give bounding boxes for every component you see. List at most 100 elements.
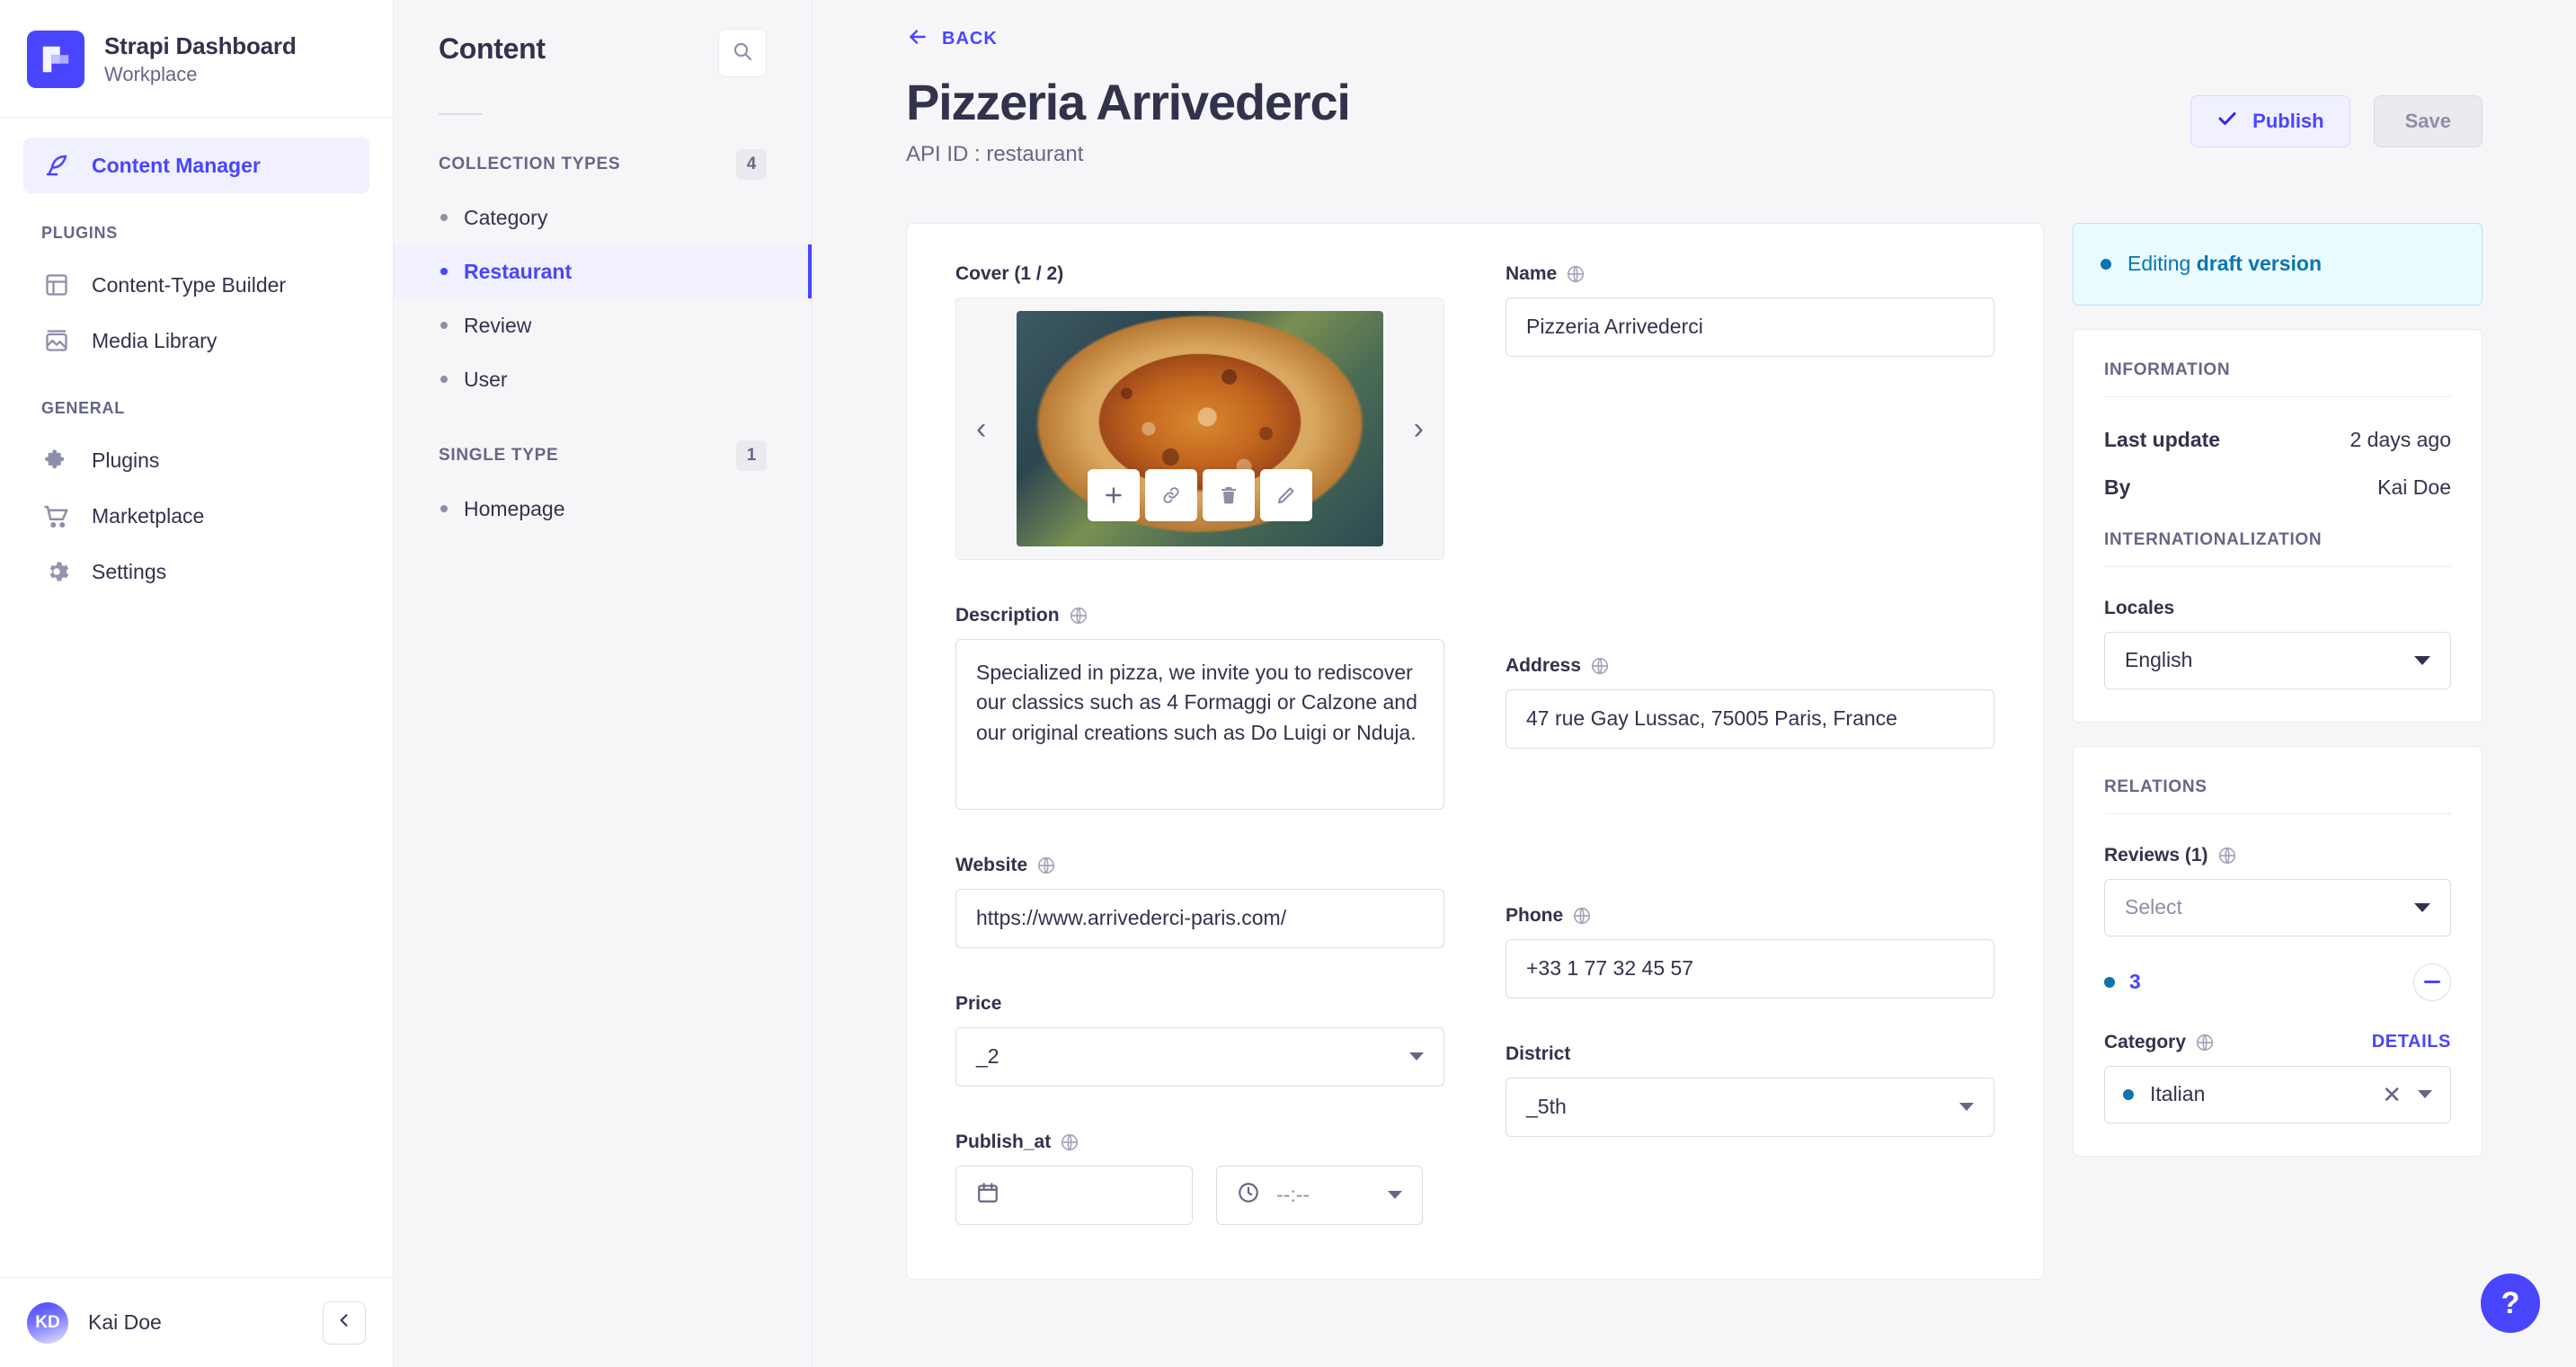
district-select[interactable]: _5th [1506, 1077, 1994, 1137]
shopping-cart-icon [41, 501, 72, 531]
relations-card: RELATIONS Reviews (1) Select [2073, 745, 2483, 1157]
chevron-left-icon[interactable]: ‹ [976, 411, 987, 446]
information-card: INFORMATION Last update 2 days ago By Ka… [2073, 328, 2483, 723]
sidebar-item-plugins[interactable]: Plugins [23, 432, 369, 488]
field-cover: Cover (1 / 2) ‹ [955, 263, 1444, 560]
collapse-sidebar-button[interactable] [323, 1300, 366, 1345]
reviews-select[interactable]: Select [2104, 878, 2451, 936]
chevron-down-icon [2414, 655, 2430, 665]
edit-asset-button[interactable] [1260, 468, 1312, 521]
entry-form-card: Cover (1 / 2) ‹ [906, 222, 2044, 1280]
close-icon[interactable]: ✕ [2382, 1080, 2402, 1108]
subnav-item-label: Review [464, 313, 532, 337]
chevron-right-icon[interactable]: › [1413, 411, 1424, 446]
field-publish-at: Publish_at [955, 1132, 1444, 1225]
address-label-text: Address [1506, 654, 1582, 676]
sidebar-item-label: Media Library [92, 328, 218, 352]
price-label-text: Price [955, 992, 1002, 1014]
subnav-item-review[interactable]: Review [394, 298, 812, 352]
help-button[interactable]: ? [2481, 1274, 2540, 1333]
relation-item[interactable]: 3 [2104, 970, 2141, 994]
publish-at-date-input[interactable] [955, 1165, 1193, 1225]
reviews-label-text: Reviews (1) [2104, 844, 2208, 865]
globe-icon [1038, 857, 1055, 874]
form-column-right: Name Pizzeria Arrivederci Address [1506, 263, 1994, 1225]
phone-input[interactable]: +33 1 77 32 45 57 [1506, 938, 1994, 999]
publish-label: Publish [2252, 110, 2324, 132]
collection-types-group-header: COLLECTION TYPES 4 [394, 115, 812, 191]
group-label: SINGLE TYPE [439, 446, 559, 465]
locale-select[interactable]: English [2104, 631, 2451, 689]
back-link[interactable]: BACK [906, 0, 2483, 53]
details-link[interactable]: DETAILS [2371, 1032, 2451, 1052]
description-textarea[interactable]: Specialized in pizza, we invite you to r… [955, 638, 1444, 810]
field-description: Description Specialized in pizza, we inv… [955, 605, 1444, 810]
sidebar-brand[interactable]: Strapi Dashboard Workplace [0, 0, 393, 118]
subnav-title: Content [439, 32, 546, 65]
relations-title: RELATIONS [2104, 777, 2451, 814]
globe-icon [2218, 847, 2235, 864]
website-input[interactable]: https://www.arrivederci-paris.com/ [955, 888, 1444, 948]
avatar[interactable]: KD [27, 1301, 68, 1344]
relation-item-label: 3 [2129, 970, 2141, 994]
main-sidebar: Strapi Dashboard Workplace Content Manag… [0, 0, 394, 1367]
district-label-text: District [1506, 1043, 1571, 1064]
sidebar-group-general: GENERAL [41, 399, 125, 417]
add-asset-button[interactable] [1088, 468, 1140, 521]
sidebar-item-marketplace[interactable]: Marketplace [23, 488, 369, 544]
publish-at-time-input[interactable]: --:-- [1216, 1165, 1423, 1225]
name-input[interactable]: Pizzeria Arrivederci [1506, 297, 1994, 357]
phone-label-text: Phone [1506, 904, 1564, 926]
locale-value: English [2125, 648, 2193, 672]
subnav-item-category[interactable]: Category [394, 191, 812, 244]
cover-label-text: Cover (1 / 2) [955, 262, 1064, 284]
subnav-item-user[interactable]: User [394, 352, 812, 406]
publish-button[interactable]: Publish [2190, 95, 2350, 147]
information-title: INFORMATION [2104, 360, 2451, 397]
info-row-last-update: Last update 2 days ago [2104, 428, 2451, 452]
chevron-down-icon [1959, 1103, 1974, 1112]
draft-strong: draft version [2196, 252, 2323, 276]
category-label-text: Category [2104, 1031, 2187, 1052]
relation-item-row: 3 [2104, 963, 2451, 1001]
feather-pen-icon [41, 150, 72, 181]
sidebar-item-label: Settings [92, 559, 167, 583]
group-count-badge: 1 [736, 440, 767, 471]
globe-icon [1591, 657, 1609, 674]
subnav-item-restaurant[interactable]: Restaurant [394, 244, 812, 298]
status-dot-icon [2101, 258, 2111, 270]
remove-relation-button[interactable] [2413, 963, 2451, 1001]
category-select[interactable]: Italian ✕ [2104, 1065, 2451, 1123]
price-label: Price [955, 993, 1444, 1015]
subnav-item-label: User [464, 367, 508, 391]
group-count-badge: 4 [736, 149, 767, 180]
globe-icon [2196, 1034, 2214, 1051]
save-button[interactable]: Save [2373, 95, 2483, 147]
name-label-text: Name [1506, 262, 1558, 284]
cover-thumbnail [1017, 310, 1383, 546]
price-select[interactable]: _2 [955, 1026, 1444, 1087]
info-key: By [2104, 475, 2131, 499]
copy-link-button[interactable] [1145, 468, 1197, 521]
sidebar-item-settings[interactable]: Settings [23, 544, 369, 599]
sidebar-item-content-manager[interactable]: Content Manager [23, 138, 369, 193]
globe-icon [1070, 607, 1087, 624]
bullet-icon [440, 505, 448, 512]
puzzle-piece-icon [41, 445, 72, 475]
subnav-item-homepage[interactable]: Homepage [394, 482, 812, 536]
address-input[interactable]: 47 rue Gay Lussac, 75005 Paris, France [1506, 688, 1994, 749]
category-label: Category [2104, 1032, 2215, 1053]
sidebar-item-media-library[interactable]: Media Library [23, 313, 369, 368]
globe-icon [1061, 1133, 1079, 1150]
delete-asset-button[interactable] [1203, 468, 1255, 521]
field-address: Address 47 rue Gay Lussac, 75005 Paris, … [1506, 655, 1994, 749]
info-value: 2 days ago [2349, 427, 2451, 451]
search-button[interactable] [718, 29, 767, 77]
sidebar-item-content-type-builder[interactable]: Content-Type Builder [23, 257, 369, 313]
cover-media-picker[interactable]: ‹ [955, 297, 1444, 560]
clock-icon [1237, 1181, 1260, 1210]
status-dot-icon [2104, 976, 2115, 988]
bullet-icon [440, 214, 448, 221]
brand-subtitle: Workplace [104, 63, 198, 85]
field-name: Name Pizzeria Arrivederci [1506, 263, 1994, 357]
